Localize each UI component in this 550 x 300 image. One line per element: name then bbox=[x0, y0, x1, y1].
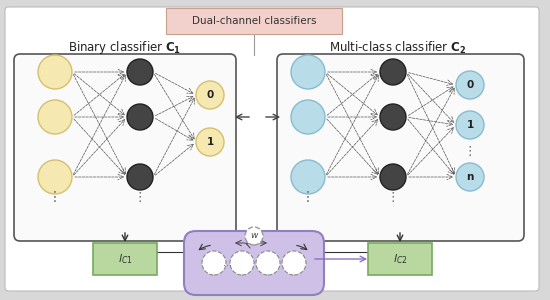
Circle shape bbox=[196, 128, 224, 156]
FancyBboxPatch shape bbox=[5, 7, 539, 291]
Text: Multi-class classifier $\mathbf{C_2}$: Multi-class classifier $\mathbf{C_2}$ bbox=[329, 40, 466, 56]
Text: n: n bbox=[466, 172, 474, 182]
FancyBboxPatch shape bbox=[166, 8, 342, 34]
Circle shape bbox=[456, 71, 484, 99]
Text: 1: 1 bbox=[466, 120, 474, 130]
Circle shape bbox=[196, 81, 224, 109]
Circle shape bbox=[230, 251, 254, 275]
Text: $\it{l}_{C1}$: $\it{l}_{C1}$ bbox=[118, 252, 133, 266]
Circle shape bbox=[127, 164, 153, 190]
Text: w: w bbox=[250, 232, 258, 241]
FancyBboxPatch shape bbox=[184, 231, 324, 295]
Text: Dual-channel classifiers: Dual-channel classifiers bbox=[192, 16, 316, 26]
Circle shape bbox=[202, 251, 226, 275]
Text: Binary classifier $\mathbf{C_1}$: Binary classifier $\mathbf{C_1}$ bbox=[68, 40, 182, 56]
Circle shape bbox=[380, 164, 406, 190]
Text: ⋮: ⋮ bbox=[134, 190, 146, 203]
Text: ...: ... bbox=[223, 258, 233, 268]
Text: ⋮: ⋮ bbox=[387, 190, 399, 203]
Circle shape bbox=[127, 59, 153, 85]
Circle shape bbox=[38, 55, 72, 89]
FancyBboxPatch shape bbox=[93, 243, 157, 275]
Text: 0: 0 bbox=[466, 80, 474, 90]
Text: $\it{l}_{C2}$: $\it{l}_{C2}$ bbox=[393, 252, 408, 266]
Text: ⋮: ⋮ bbox=[464, 146, 476, 158]
Text: ⋮: ⋮ bbox=[301, 190, 315, 204]
FancyBboxPatch shape bbox=[368, 243, 432, 275]
Circle shape bbox=[456, 111, 484, 139]
Circle shape bbox=[380, 104, 406, 130]
Circle shape bbox=[291, 55, 325, 89]
Text: 1: 1 bbox=[206, 137, 213, 147]
Circle shape bbox=[456, 163, 484, 191]
Circle shape bbox=[291, 100, 325, 134]
Circle shape bbox=[256, 251, 280, 275]
FancyBboxPatch shape bbox=[277, 54, 524, 241]
Circle shape bbox=[38, 160, 72, 194]
Circle shape bbox=[282, 251, 306, 275]
Text: 0: 0 bbox=[206, 90, 213, 100]
FancyBboxPatch shape bbox=[14, 54, 236, 241]
Text: ⋮: ⋮ bbox=[48, 190, 62, 204]
Circle shape bbox=[38, 100, 72, 134]
Circle shape bbox=[245, 227, 263, 245]
Circle shape bbox=[380, 59, 406, 85]
Circle shape bbox=[127, 104, 153, 130]
Circle shape bbox=[291, 160, 325, 194]
